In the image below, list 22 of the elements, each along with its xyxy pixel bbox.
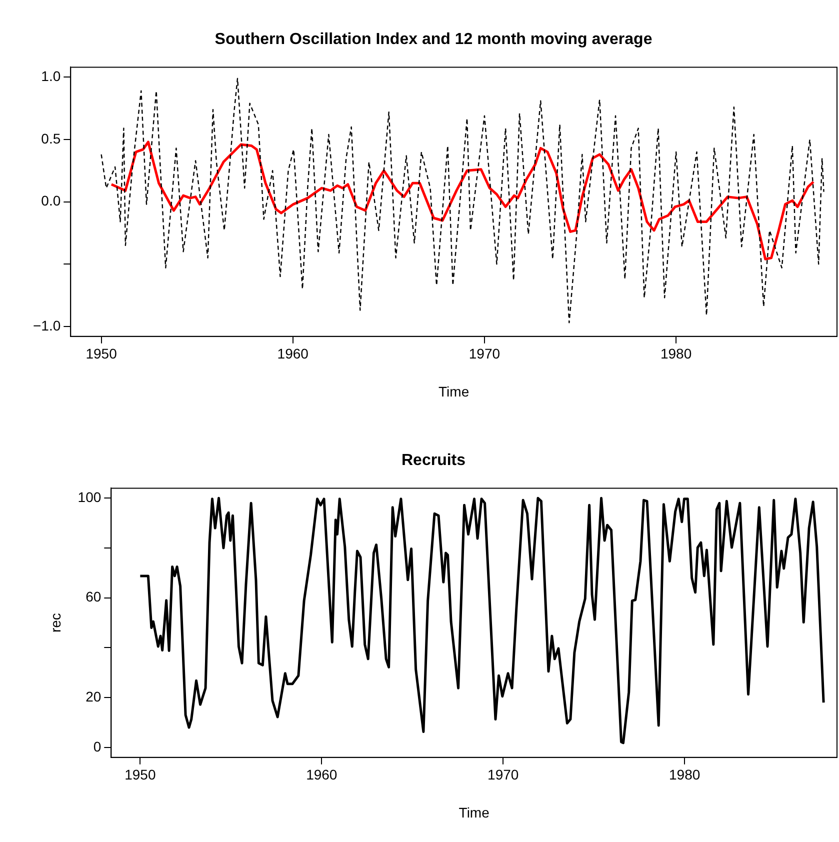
x-tick-label: 1960 [306, 766, 338, 783]
y-tick-label: 0 [93, 738, 102, 754]
y-tick-label: 60 [86, 588, 102, 605]
x-axis-title: Time [438, 383, 470, 400]
y-tick-label: 100 [78, 489, 102, 506]
chart-title: Recruits [401, 452, 466, 470]
x-tick-label: 1980 [668, 766, 700, 783]
y-tick-label: −1.0 [32, 317, 61, 334]
x-tick-label: 1970 [468, 346, 500, 362]
y-tick-label: 20 [86, 688, 102, 704]
x-tick-label: 1950 [124, 766, 156, 783]
chart-title: Southern Oscillation Index and 12 month moving average [214, 31, 652, 48]
line-series [100, 78, 824, 324]
y-tick-label: 1.0 [41, 68, 61, 84]
x-tick-label: 1980 [660, 346, 692, 362]
x-tick-label: 1960 [277, 346, 309, 362]
y-tick-label: 0.0 [41, 192, 61, 209]
y-tick-label: 0.5 [41, 130, 61, 146]
x-tick-label: 1970 [488, 766, 519, 783]
x-tick-label: 1950 [86, 346, 118, 362]
x-axis-title: Time [458, 804, 490, 820]
y-axis-title: rec [47, 613, 64, 633]
